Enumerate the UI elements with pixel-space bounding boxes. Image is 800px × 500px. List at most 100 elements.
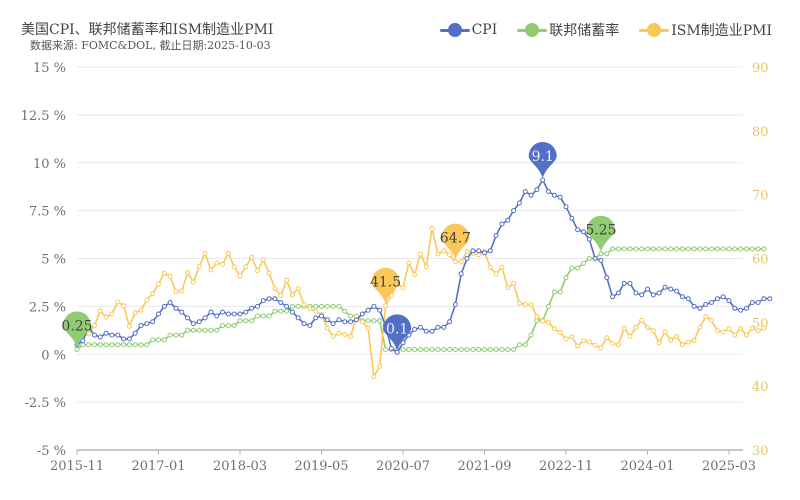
data-point <box>569 265 575 271</box>
legend: CPI 联邦储蓄率 ISM制造业PMI <box>439 20 772 40</box>
data-point <box>732 305 738 311</box>
data-point <box>621 325 627 331</box>
legend-label: 联邦储蓄率 <box>549 23 620 39</box>
data-point <box>755 300 761 305</box>
pin-label: 9.1 <box>532 149 554 165</box>
data-point <box>400 340 406 346</box>
data-point <box>249 305 255 311</box>
data-point <box>249 318 255 324</box>
data-point <box>190 327 196 333</box>
data-point <box>551 192 557 198</box>
data-point <box>435 251 441 257</box>
data-point <box>86 342 92 348</box>
legend-line-dot-icon <box>517 23 548 37</box>
pin-label: 64.7 <box>440 231 471 247</box>
data-point <box>196 263 202 269</box>
data-point <box>214 260 220 266</box>
data-point <box>650 246 656 252</box>
data-point <box>243 318 249 324</box>
data-point <box>627 246 633 252</box>
data-point <box>482 250 487 256</box>
legend-item-pmi[interactable]: ISM制造业PMI <box>639 20 772 40</box>
data-point <box>697 246 703 252</box>
data-point <box>336 303 342 309</box>
data-point <box>179 288 185 294</box>
data-point <box>150 291 156 297</box>
pin-label: 0.1 <box>386 321 408 337</box>
data-point <box>604 335 610 341</box>
data-point <box>342 332 348 337</box>
data-point <box>418 347 423 352</box>
data-point <box>121 336 127 342</box>
data-point <box>621 246 627 252</box>
data-point <box>738 246 744 252</box>
data-point <box>103 330 109 336</box>
data-point <box>225 311 231 317</box>
data-point <box>668 246 674 252</box>
data-point <box>138 307 144 313</box>
legend-item-cpi[interactable]: CPI <box>439 22 497 38</box>
data-point <box>272 296 278 302</box>
data-point <box>633 324 639 330</box>
data-point <box>266 296 272 302</box>
data-point <box>458 259 464 265</box>
x-tick-label: 2022-11 <box>539 459 593 474</box>
data-point <box>691 246 697 252</box>
data-point <box>557 330 563 335</box>
data-point <box>563 275 569 281</box>
data-point <box>121 342 127 348</box>
data-point <box>528 302 534 307</box>
data-point <box>522 302 528 307</box>
data-point <box>615 246 621 252</box>
data-point <box>691 337 697 343</box>
data-point <box>551 289 557 295</box>
data-point <box>412 272 418 277</box>
data-point <box>109 332 115 338</box>
data-point <box>697 305 703 311</box>
legend-item-fed-rate[interactable]: 联邦储蓄率 <box>517 20 619 40</box>
data-label-layer: 0.1 9.1 0.25 5.25 41.5 64.7 <box>61 141 617 351</box>
data-point <box>231 264 237 270</box>
y-right-tick-label: 70 <box>752 189 769 204</box>
data-point <box>662 246 668 252</box>
y-right-tick-label: 30 <box>752 444 769 459</box>
data-point <box>284 303 290 309</box>
data-point <box>80 338 86 344</box>
data-point <box>703 314 709 320</box>
data-point <box>423 328 429 334</box>
data-point <box>493 271 499 277</box>
data-point <box>650 328 656 334</box>
data-point <box>359 319 365 325</box>
data-point <box>749 246 755 252</box>
data-point <box>109 311 115 317</box>
data-point <box>383 303 388 309</box>
data-point <box>569 215 575 221</box>
data-point <box>470 248 476 254</box>
data-point <box>639 292 645 298</box>
data-point <box>132 330 138 336</box>
data-point <box>377 318 383 324</box>
data-point <box>668 286 674 292</box>
data-point <box>645 324 650 330</box>
data-point <box>761 325 767 331</box>
data-point <box>220 261 225 267</box>
data-point <box>132 342 138 348</box>
y-left-tick-label: 10 % <box>33 157 66 172</box>
data-point <box>656 340 662 346</box>
data-point <box>97 308 103 314</box>
data-point <box>557 289 563 295</box>
x-tick-label: 2024-01 <box>620 459 674 474</box>
pin-shape <box>586 215 615 252</box>
data-point <box>313 303 319 309</box>
data-point <box>516 300 522 306</box>
data-point <box>214 313 220 319</box>
data-point <box>586 256 592 261</box>
data-point <box>685 339 691 345</box>
data-point <box>627 280 633 286</box>
data-point <box>639 246 645 252</box>
data-point <box>592 256 598 261</box>
data-point <box>423 347 429 352</box>
data-point <box>581 229 586 235</box>
